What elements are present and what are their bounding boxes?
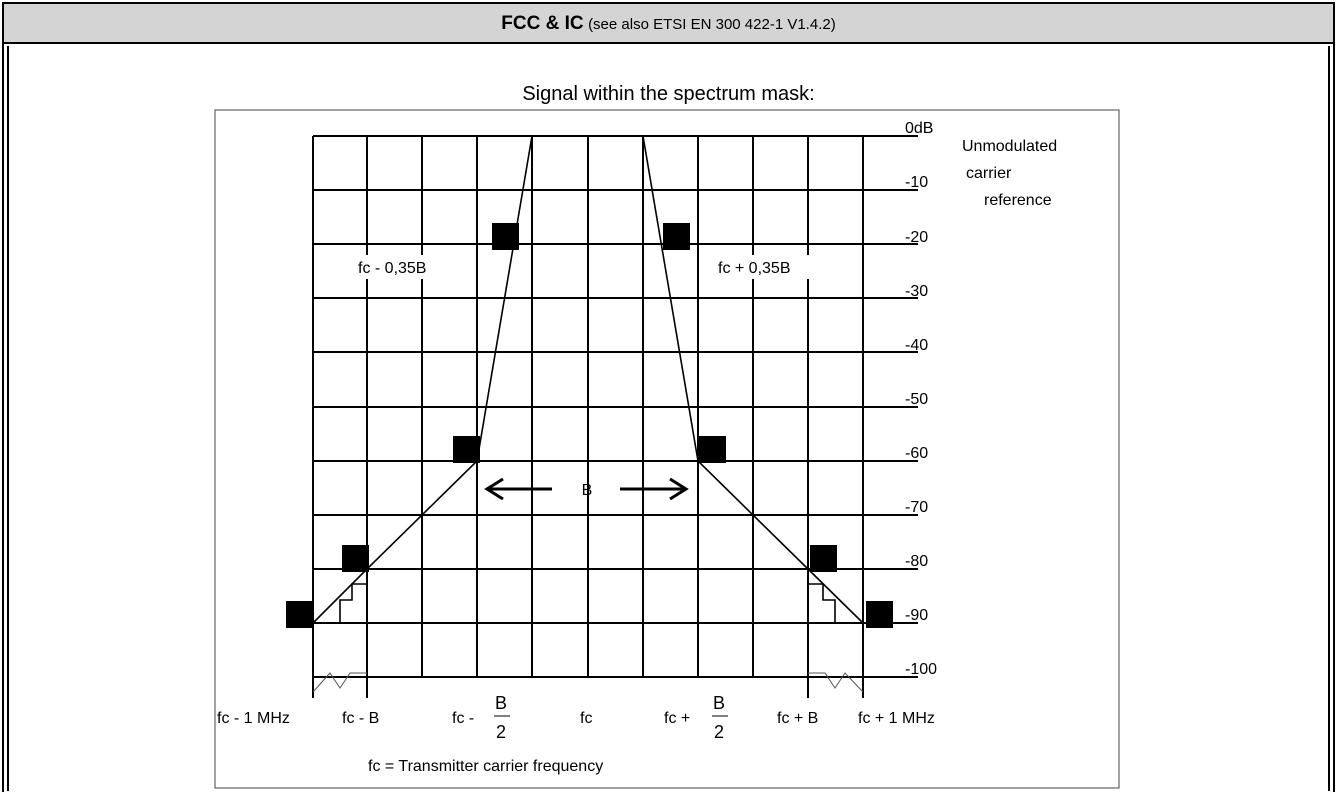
marker-right-80 [810, 545, 837, 572]
marker-left-90 [286, 601, 313, 628]
frame-left-rule [7, 46, 9, 791]
reference-line-1: Unmodulated [962, 138, 1057, 155]
header-subtitle: (see also ETSI EN 300 422-1 V1.4.2) [588, 16, 836, 33]
db-label-20: -20 [905, 229, 928, 246]
marker-right-20 [663, 223, 690, 250]
marker-right-60 [699, 436, 726, 463]
db-label-80: -80 [905, 553, 928, 570]
marker-left-80 [342, 545, 369, 572]
annotation-fc-plus-035b: fc + 0,35B [718, 260, 791, 277]
freq-label-fc-plus-b: fc + B [777, 710, 818, 727]
marker-right-90 [866, 601, 893, 628]
bandwidth-arrows [484, 477, 689, 501]
annotation-fc-minus-035b: fc - 0,35B [358, 260, 426, 277]
reference-note: Unmodulated carrier reference [962, 138, 1057, 209]
frequency-labels: fc - 1 MHz fc - B fc - B 2 fc fc + B 2 f… [217, 693, 935, 742]
reference-line-3: reference [984, 192, 1052, 209]
frac-num-right: B [713, 693, 725, 713]
header-title: FCC & IC [501, 13, 584, 34]
freq-label-fc-plus-half-b: fc + [664, 710, 690, 727]
db-label-40: -40 [905, 337, 928, 354]
db-label-50: -50 [905, 391, 928, 408]
figure-border [214, 109, 1120, 789]
db-label-10: -10 [905, 174, 928, 191]
label-bg-right [716, 255, 820, 279]
table-header: FCC & IC (see also ETSI EN 300 422-1 V1.… [4, 4, 1333, 44]
freq-label-fc-minus-half-b: fc - [452, 710, 474, 727]
freq-label-fc-minus-1mhz: fc - 1 MHz [217, 710, 290, 727]
marker-left-60 [453, 436, 480, 463]
db-label-70: -70 [905, 499, 928, 516]
freq-label-fc: fc [580, 710, 592, 727]
axis-ticks [312, 677, 864, 698]
db-label-30: -30 [905, 283, 928, 300]
bandwidth-label: B [582, 482, 593, 499]
db-labels: 0dB -10 -20 -30 -40 -50 -60 -70 -80 -90 … [905, 120, 937, 678]
freq-label-fc-plus-1mhz: fc + 1 MHz [858, 710, 935, 727]
freq-label-fc-minus-b: fc - B [342, 710, 379, 727]
db-label-60: -60 [905, 445, 928, 462]
db-label-0: 0dB [905, 120, 933, 137]
marker-left-20 [492, 223, 519, 250]
db-label-90: -90 [905, 607, 928, 624]
reference-line-2: carrier [966, 165, 1012, 182]
axis-break-right [808, 672, 864, 693]
diagram-caption: Signal within the spectrum mask: [522, 83, 815, 105]
signal-curve-left [312, 568, 368, 624]
frame-right-rule [1328, 46, 1330, 791]
frac-den-right: 2 [714, 722, 724, 742]
label-bg-left [357, 255, 457, 279]
frac-num-left: B [495, 693, 507, 713]
axis-break-left [312, 672, 367, 693]
db-label-100: -100 [905, 661, 937, 678]
grid [312, 135, 918, 678]
diagram-footnote: fc = Transmitter carrier frequency [368, 758, 603, 775]
mask-markers [286, 223, 893, 628]
signal-curve-right [807, 568, 864, 624]
frac-den-left: 2 [496, 722, 506, 742]
